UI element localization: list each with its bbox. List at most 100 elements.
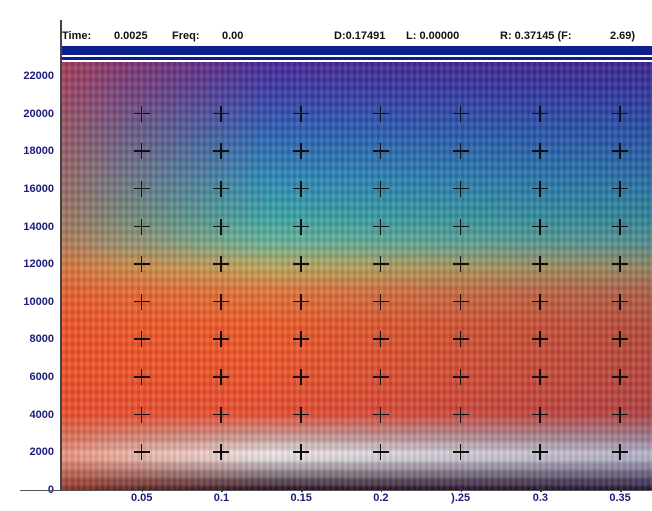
spectrogram-plot[interactable] (62, 62, 652, 490)
plot-left-border (60, 20, 62, 490)
grid-cross-marker (293, 143, 310, 160)
grid-cross-marker (293, 256, 310, 273)
grid-cross-marker (532, 218, 549, 235)
grid-cross-marker (532, 444, 549, 461)
grid-cross-marker (372, 218, 389, 235)
grid-cross-marker (133, 105, 150, 122)
grid-cross-marker (133, 180, 150, 197)
y-tick-label: 10000 (23, 295, 54, 308)
grid-cross-marker (612, 143, 629, 160)
x-tick-mark (460, 486, 463, 492)
grid-cross-marker (293, 369, 310, 386)
grid-cross-marker (612, 444, 629, 461)
time-label: Time: (62, 30, 92, 42)
x-tick-mark (221, 486, 223, 492)
x-tick-label: 0.15 (290, 492, 312, 504)
grid-cross-marker (452, 256, 469, 273)
grid-cross-marker (452, 105, 469, 122)
grid-cross-marker (612, 256, 629, 273)
cursor-readout: Time: 0.0025 Freq: 0.00 D:0.17491 L: 0.0… (62, 30, 652, 44)
grid-cross-marker (452, 369, 469, 386)
freq-value: 0.00 (222, 30, 244, 42)
grid-cross-marker (213, 369, 230, 386)
grid-crosses (62, 62, 652, 490)
x-tick-label: ).25 (451, 492, 471, 504)
grid-cross-marker (532, 143, 549, 160)
grid-cross-marker (372, 143, 389, 160)
x-tick-label: 0.35 (609, 492, 631, 504)
grid-cross-marker (293, 406, 310, 423)
grid-cross-marker (372, 256, 389, 273)
grid-cross-marker (532, 369, 549, 386)
y-tick-label: 8000 (29, 333, 54, 346)
y-tick-label: 18000 (23, 145, 54, 158)
f-value: 2.69) (610, 30, 636, 42)
grid-cross-marker (532, 406, 549, 423)
grid-cross-marker (452, 406, 469, 423)
grid-cross-marker (213, 143, 230, 160)
grid-cross-marker (372, 444, 389, 461)
grid-cross-marker (532, 180, 549, 197)
y-tick-label: 16000 (23, 182, 54, 195)
grid-cross-marker (612, 369, 629, 386)
r-value: R: 0.37145 (F: (500, 30, 572, 42)
x-tick-mark (620, 486, 622, 492)
plot-top-rule (62, 57, 652, 60)
x-tick-mark (380, 486, 383, 492)
grid-cross-marker (612, 406, 629, 423)
grid-cross-marker (452, 218, 469, 235)
grid-cross-marker (372, 369, 389, 386)
grid-cross-marker (372, 331, 389, 348)
y-axis-labels: 22000 20000 18000 16000 14000 12000 10000 8000 6… (0, 62, 58, 496)
grid-cross-marker (293, 331, 310, 348)
grid-cross-marker (133, 143, 150, 160)
grid-cross-marker (213, 406, 230, 423)
grid-cross-marker (133, 256, 150, 273)
y-tick-label: 20000 (23, 107, 54, 120)
d-value: D:0.17491 (334, 30, 386, 42)
grid-cross-marker (372, 105, 389, 122)
grid-cross-marker (133, 444, 150, 461)
x-axis-labels: 0.05 0.1 0.15 0.2).25 0.3 0.35 (62, 486, 652, 508)
grid-cross-marker (133, 331, 150, 348)
y-tick-label: 4000 (29, 408, 54, 421)
grid-cross-marker (213, 293, 230, 310)
grid-cross-marker (532, 293, 549, 310)
x-tick-mark (540, 486, 542, 492)
freq-label: Freq: (172, 30, 200, 42)
grid-cross-marker (532, 331, 549, 348)
grid-cross-marker (372, 293, 389, 310)
grid-cross-marker (133, 369, 150, 386)
grid-cross-marker (293, 180, 310, 197)
y-tick-label: 12000 (23, 258, 54, 271)
grid-cross-marker (452, 143, 469, 160)
grid-cross-marker (213, 180, 230, 197)
l-value: L: 0.00000 (406, 30, 460, 42)
grid-cross-marker (213, 256, 230, 273)
x-axis-line (20, 490, 652, 491)
grid-cross-marker (372, 406, 389, 423)
grid-cross-marker (452, 331, 469, 348)
grid-cross-marker (213, 105, 230, 122)
grid-cross-marker (213, 444, 230, 461)
x-tick-mark (141, 486, 144, 492)
grid-cross-marker (452, 444, 469, 461)
grid-cross-marker (293, 293, 310, 310)
x-tick-label: 0.1 (213, 492, 230, 504)
grid-cross-marker (213, 218, 230, 235)
grid-cross-marker (612, 218, 629, 235)
x-tick-label: 0.3 (532, 492, 549, 504)
grid-cross-marker (532, 105, 549, 122)
grid-cross-marker (452, 293, 469, 310)
time-value: 0.0025 (114, 30, 148, 42)
y-tick-label: 14000 (23, 220, 54, 233)
y-tick-label: 2000 (29, 446, 54, 459)
grid-cross-marker (133, 406, 150, 423)
y-tick-label: 22000 (23, 70, 54, 82)
plot-top-bar (62, 46, 652, 55)
grid-cross-marker (293, 218, 310, 235)
x-tick-label: 0.05 (131, 492, 153, 504)
y-tick-label: 6000 (29, 371, 54, 384)
grid-cross-marker (612, 180, 629, 197)
grid-cross-marker (452, 180, 469, 197)
